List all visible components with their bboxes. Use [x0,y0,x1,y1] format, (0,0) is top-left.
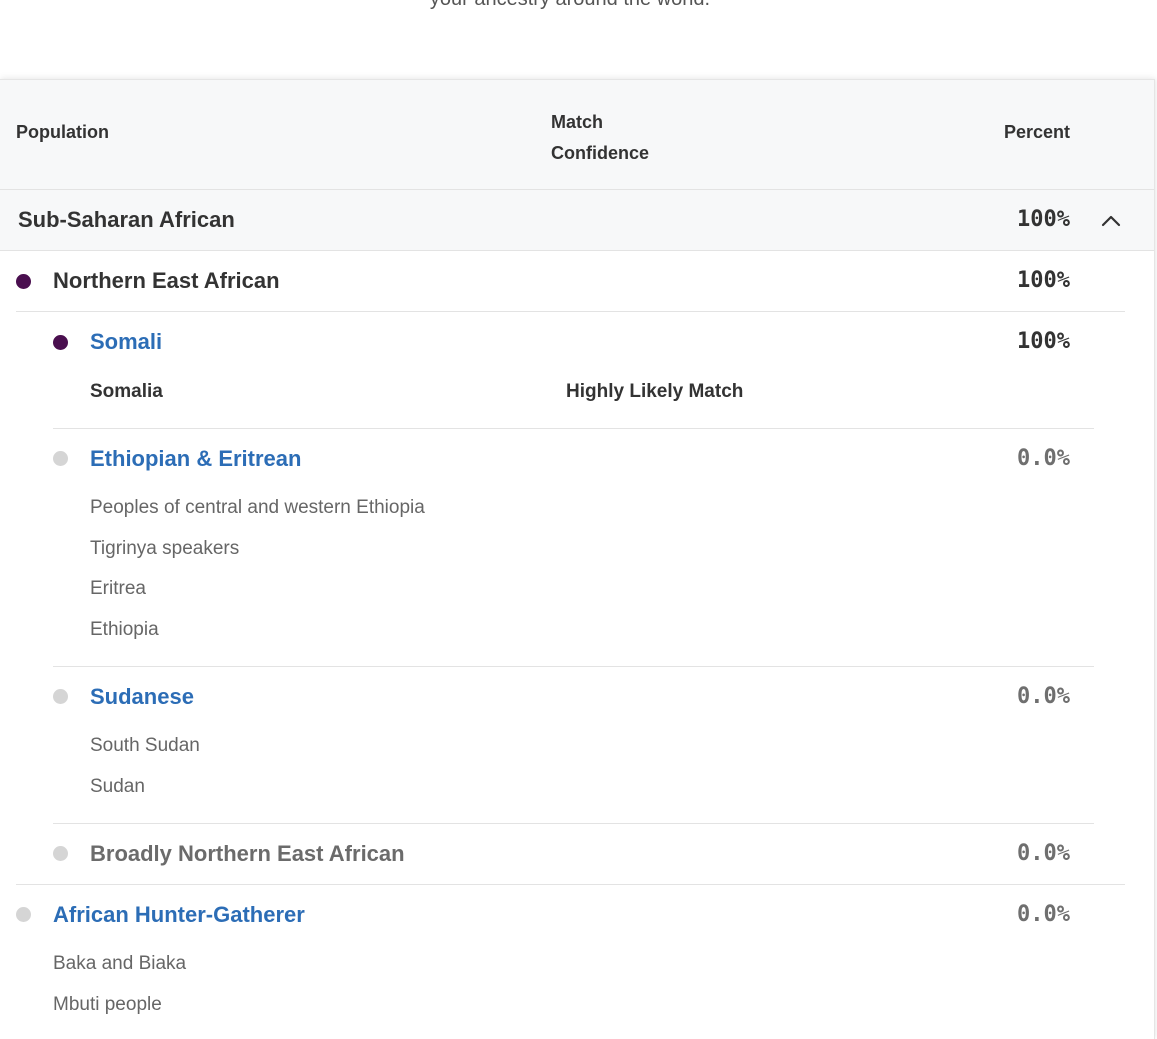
divider [53,823,1094,824]
chevron-up-icon[interactable] [1101,211,1121,231]
population-link-ethiopian-eritrean[interactable]: Ethiopian & Eritrean [90,446,302,471]
sub-region: Tigrinya speakers [90,538,240,559]
population-link-somali[interactable]: Somali [90,329,163,354]
sub-region: Eritrea [90,578,146,599]
header-percent: Percent [1003,122,1070,142]
sub-region: Ethiopia [90,619,159,640]
header-population: Population [16,122,109,142]
color-dot-icon [53,335,68,350]
intro-text: your ancestry around the world. [0,0,1140,14]
population-link-sudanese[interactable]: Sudanese [90,684,194,709]
divider [53,428,1094,429]
region-percent: 100% [1017,207,1070,232]
population-name: Northern East African [53,268,280,293]
match-confidence-label: Highly Likely Match [566,381,744,402]
color-dot-icon [53,846,68,861]
population-percent: 0.0% [1017,841,1070,866]
divider [16,884,1125,885]
population-name: Broadly Northern East African [90,841,405,866]
population-percent: 100% [1017,329,1070,354]
sub-region: Baka and Biaka [53,953,187,974]
color-dot-icon [16,907,31,922]
sub-region: Peoples of central and western Ethiopia [90,497,425,518]
divider [53,666,1094,667]
ancestry-table: Population Match Confidence Percent Sub-… [0,79,1155,1039]
color-dot-icon [16,274,31,289]
population-percent: 100% [1017,268,1070,293]
population-percent: 0.0% [1017,902,1070,927]
sub-region-somalia: Somalia [90,381,163,402]
region-name: Sub-Saharan African [18,207,235,232]
sub-region: Sudan [90,776,145,797]
divider [16,311,1125,312]
region-row-sub-saharan[interactable]: Sub-Saharan African 100% [0,190,1154,251]
color-dot-icon [53,451,68,466]
population-percent: 0.0% [1017,446,1070,471]
table-header: Population Match Confidence Percent [0,80,1154,190]
sub-region: Mbuti people [53,994,162,1015]
color-dot-icon [53,689,68,704]
population-link-african-hunter-gatherer[interactable]: African Hunter-Gatherer [53,902,305,927]
sub-region: South Sudan [90,735,200,756]
header-match-confidence: Match Confidence [551,112,650,163]
population-percent: 0.0% [1017,684,1070,709]
